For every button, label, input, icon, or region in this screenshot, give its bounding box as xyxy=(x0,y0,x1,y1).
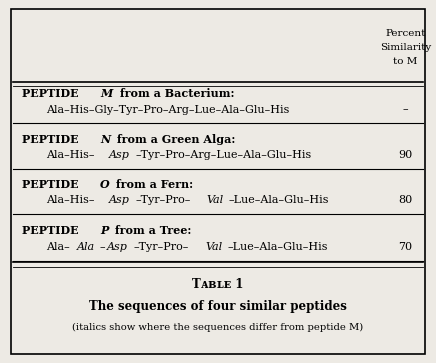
Text: N: N xyxy=(100,134,110,144)
Text: Similarity: Similarity xyxy=(380,43,431,52)
Text: Asp: Asp xyxy=(107,242,128,252)
Text: Percent: Percent xyxy=(385,29,426,38)
Text: (italics show where the sequences differ from peptide M): (italics show where the sequences differ… xyxy=(72,323,364,332)
Text: 90: 90 xyxy=(399,150,412,160)
Text: Ala–His–: Ala–His– xyxy=(46,150,94,160)
Text: –Tyr–Pro–: –Tyr–Pro– xyxy=(134,242,189,252)
Text: 80: 80 xyxy=(399,195,412,205)
Text: M: M xyxy=(100,88,112,99)
Text: Ala–His–Gly–Tyr–Pro–Arg–Lue–Ala–Glu–His: Ala–His–Gly–Tyr–Pro–Arg–Lue–Ala–Glu–His xyxy=(46,105,289,115)
Text: Val: Val xyxy=(205,242,223,252)
Text: –: – xyxy=(100,242,106,252)
Text: PEPTIDE: PEPTIDE xyxy=(22,225,82,236)
Text: –: – xyxy=(403,105,408,115)
Text: to M: to M xyxy=(393,57,418,66)
Text: –Tyr–Pro–Arg–Lue–Ala–Glu–His: –Tyr–Pro–Arg–Lue–Ala–Glu–His xyxy=(135,150,312,160)
Text: Asp: Asp xyxy=(109,150,129,160)
Text: from a Green Alga:: from a Green Alga: xyxy=(113,134,235,144)
Text: Val: Val xyxy=(207,195,224,205)
Text: P: P xyxy=(100,225,108,236)
Text: Ala–: Ala– xyxy=(46,242,69,252)
Text: PEPTIDE: PEPTIDE xyxy=(22,134,82,144)
Text: from a Fern:: from a Fern: xyxy=(112,179,194,190)
Text: –Tyr–Pro–: –Tyr–Pro– xyxy=(135,195,191,205)
Text: Asp: Asp xyxy=(109,195,129,205)
FancyBboxPatch shape xyxy=(11,9,425,354)
Text: from a Tree:: from a Tree: xyxy=(111,225,191,236)
Text: Tᴀʙʟᴇ 1: Tᴀʙʟᴇ 1 xyxy=(192,278,244,291)
Text: The sequences of four similar peptides: The sequences of four similar peptides xyxy=(89,300,347,313)
Text: PEPTIDE: PEPTIDE xyxy=(22,179,82,190)
Text: Ala: Ala xyxy=(76,242,95,252)
Text: Ala–His–: Ala–His– xyxy=(46,195,94,205)
Text: from a Bacterium:: from a Bacterium: xyxy=(116,88,234,99)
Text: O: O xyxy=(100,179,109,190)
Text: 70: 70 xyxy=(399,242,412,252)
Text: –Lue–Ala–Glu–His: –Lue–Ala–Glu–His xyxy=(228,242,328,252)
Text: –Lue–Ala–Glu–His: –Lue–Ala–Glu–His xyxy=(229,195,329,205)
Text: PEPTIDE: PEPTIDE xyxy=(22,88,82,99)
